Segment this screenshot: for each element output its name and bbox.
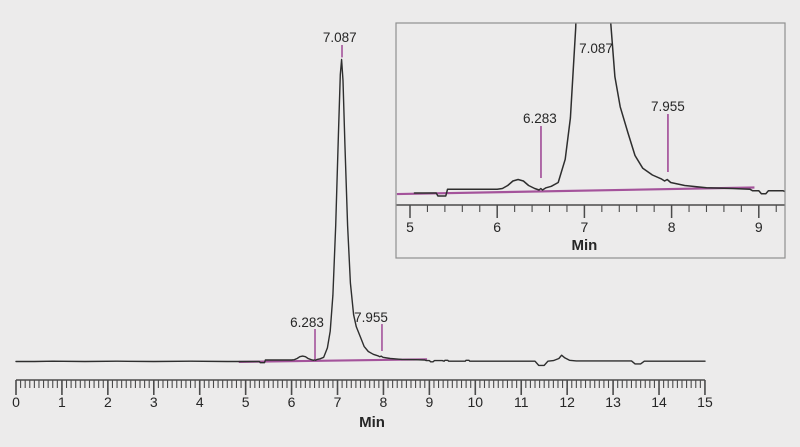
tick-label: 15 bbox=[697, 394, 713, 410]
tick-label: 10 bbox=[468, 394, 484, 410]
tick-label: 7 bbox=[334, 394, 342, 410]
integration-baseline bbox=[238, 358, 428, 364]
tick-label: 12 bbox=[559, 394, 575, 410]
inset-tick-label: 7 bbox=[581, 219, 589, 235]
inset-axis: 5 6 7 8 9 Min bbox=[396, 204, 785, 254]
inset-background bbox=[396, 23, 785, 258]
inset-clipped-content bbox=[396, 23, 785, 197]
inset-tick-label: 9 bbox=[755, 219, 763, 235]
tick-label: 2 bbox=[104, 394, 112, 410]
peak-label: 7.955 bbox=[354, 310, 388, 325]
tick-label: 8 bbox=[380, 394, 388, 410]
tick-label: 11 bbox=[514, 394, 529, 410]
tick-label: 1 bbox=[58, 394, 66, 410]
peak-label: 7.087 bbox=[323, 30, 357, 45]
inset-integration-baseline bbox=[396, 186, 755, 196]
tick-label: 4 bbox=[196, 394, 204, 410]
inset-tick-label: 5 bbox=[406, 219, 414, 235]
inset-plot: 7.087 6.283 7.955 5 6 7 8 9 Min bbox=[395, 22, 786, 259]
main-axis-title: Min bbox=[359, 414, 385, 431]
tick-label: 0 bbox=[12, 394, 20, 410]
tick-label: 14 bbox=[651, 394, 667, 410]
inset-tick-label: 6 bbox=[493, 219, 501, 235]
peak-label: 6.283 bbox=[290, 315, 324, 330]
chromatogram-trace bbox=[15, 58, 706, 367]
inset-peak-label: 7.955 bbox=[651, 99, 685, 114]
tick-label: 13 bbox=[605, 394, 621, 410]
tick-label: 3 bbox=[150, 394, 158, 410]
inset-peak-label: 7.087 bbox=[579, 41, 613, 56]
inset-axis-title: Min bbox=[571, 237, 597, 254]
inset-tick-label: 8 bbox=[668, 219, 676, 235]
tick-label: 9 bbox=[425, 394, 433, 410]
inset-border bbox=[395, 22, 786, 259]
inset-peak-label: 6.283 bbox=[523, 111, 557, 126]
inset-chromatogram-trace bbox=[413, 23, 785, 197]
tick-label: 6 bbox=[288, 394, 296, 410]
tick-label: 5 bbox=[242, 394, 250, 410]
